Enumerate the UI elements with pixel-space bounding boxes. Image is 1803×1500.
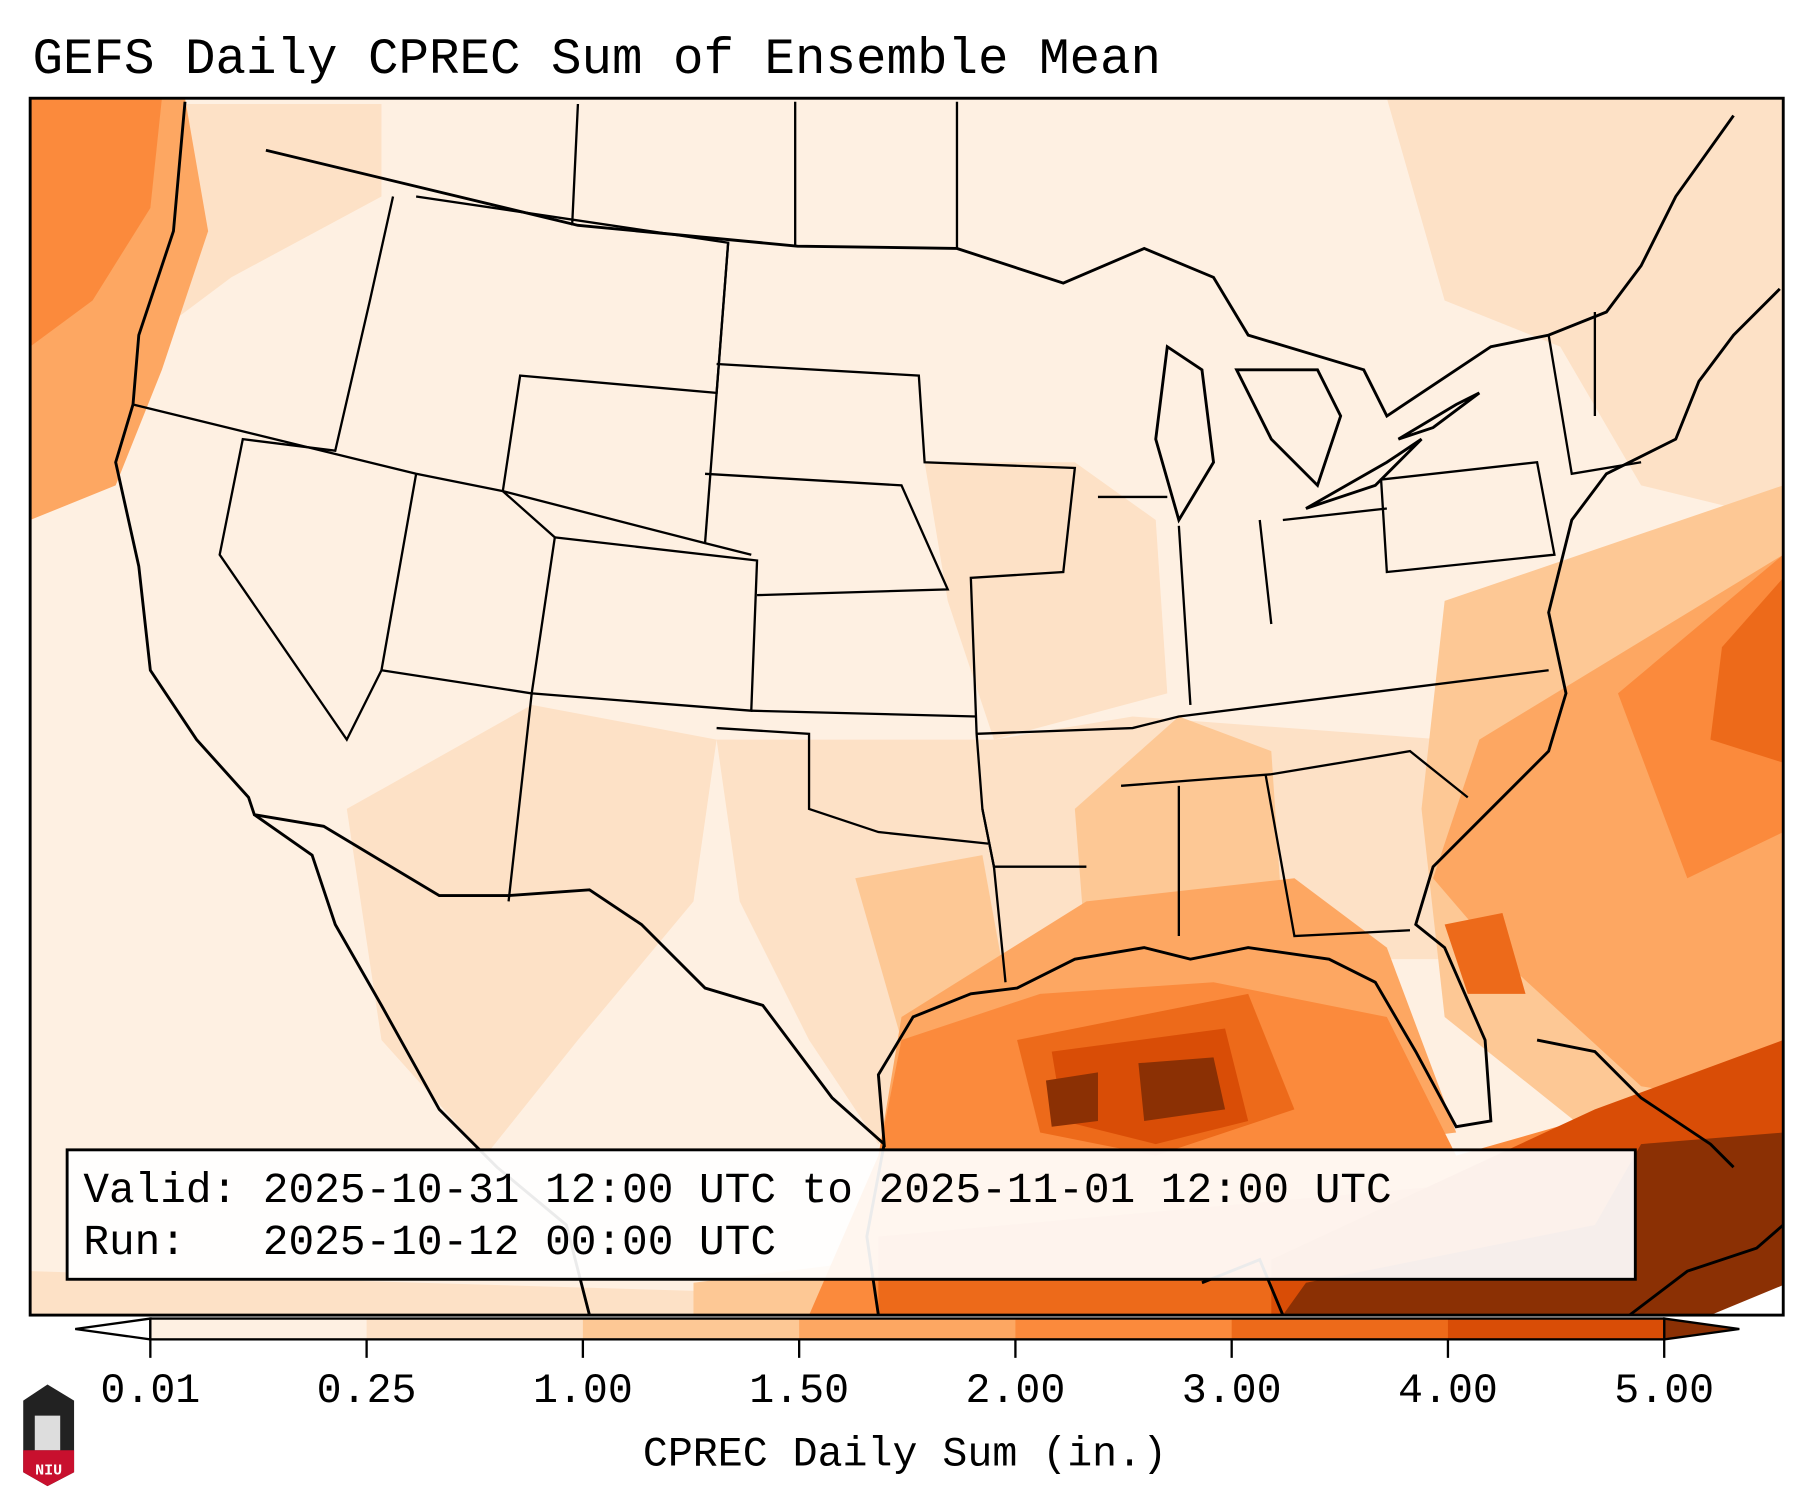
colorbar-tick-label: 3.00 <box>1182 1368 1282 1415</box>
colorbar: 0.01 0.25 1.00 1.50 2.00 3.00 4.00 5.00 <box>75 1317 1740 1415</box>
colorbar-segment <box>1015 1318 1233 1340</box>
colorbar-segment <box>799 1318 1016 1340</box>
info-box: Valid: 2025-10-31 12:00 UTC to 2025-11-0… <box>65 1148 1637 1281</box>
colorbar-tick-label: 1.00 <box>533 1368 633 1415</box>
field-sw-pale <box>346 704 717 1156</box>
colorbar-tick-label: 5.00 <box>1614 1368 1714 1415</box>
colorbar-tick-label: 0.25 <box>317 1368 417 1415</box>
field-pacific-orange <box>30 98 162 347</box>
colorbar-over-extension <box>1663 1317 1740 1341</box>
colorbar-outline <box>149 1317 1666 1341</box>
info-box-background <box>65 1148 1637 1281</box>
colorbar-segment <box>1447 1318 1665 1340</box>
field-atlantic-dark <box>1710 577 1784 763</box>
colorbar-segment <box>150 1318 368 1340</box>
colorbar-segment <box>366 1318 584 1340</box>
niu-logo: NIU <box>23 1384 75 1487</box>
valid-time-text: Valid: 2025-10-31 12:00 UTC to 2025-11-0… <box>83 1166 1391 1215</box>
field-fl-dark <box>1444 912 1526 994</box>
colorbar-segment <box>1231 1318 1449 1340</box>
figure-title: GEFS Daily CPREC Sum of Ensemble Mean <box>32 32 1161 89</box>
colorbar-tick-label: 4.00 <box>1398 1368 1498 1415</box>
colorbar-tick-label: 1.50 <box>749 1368 849 1415</box>
field-gulf-max-2 <box>1045 1072 1098 1127</box>
colorbar-tick-label: 2.00 <box>965 1368 1065 1415</box>
field-midwest-pale <box>924 462 1168 740</box>
state-borders <box>132 101 1642 983</box>
colorbar-label: CPREC Daily Sum (in.) <box>643 1431 1167 1478</box>
colorbar-under-extension <box>75 1317 152 1341</box>
run-time-text: Run: 2025-10-12 00:00 UTC <box>83 1218 776 1267</box>
field-gulf-max <box>1138 1057 1226 1121</box>
field-bottom-pale <box>30 1271 879 1316</box>
colorbar-segment <box>582 1318 800 1340</box>
colorbar-tick-label: 0.01 <box>100 1368 200 1415</box>
logo-text: NIU <box>35 1462 62 1480</box>
map-frame <box>28 96 1785 1317</box>
precip-field <box>30 98 1784 1316</box>
